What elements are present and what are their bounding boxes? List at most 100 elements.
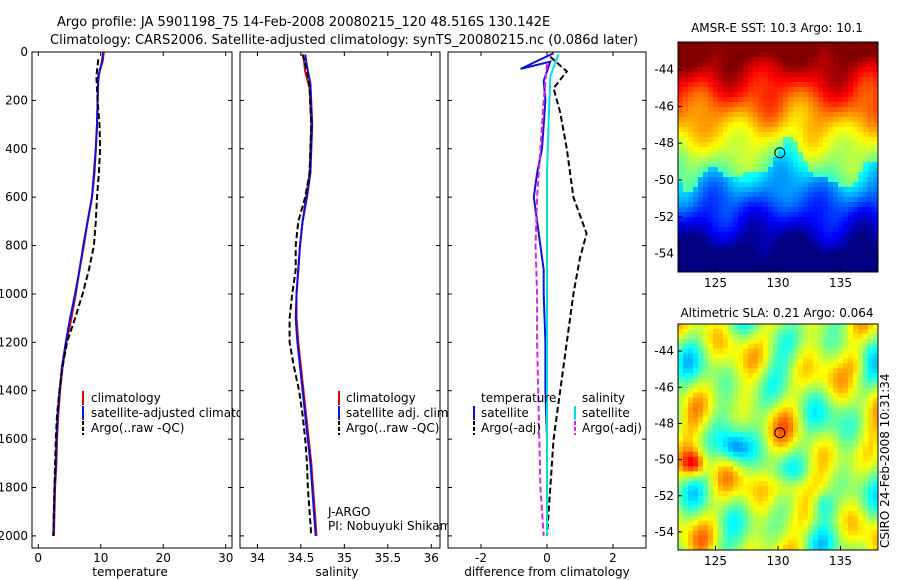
map-cell	[753, 446, 759, 453]
map-cell	[823, 137, 829, 143]
map-cell	[828, 237, 834, 243]
map-cell	[868, 363, 874, 369]
map-cell	[698, 530, 704, 536]
map-cell	[813, 267, 819, 273]
map-cell	[808, 227, 814, 233]
map-cell	[773, 382, 779, 389]
map-cell	[738, 338, 744, 345]
map-cell	[768, 412, 774, 418]
map-cell	[868, 72, 874, 78]
map-cell	[843, 237, 849, 243]
map-cell	[738, 417, 744, 423]
map-cell	[743, 397, 749, 404]
map-cell	[723, 427, 729, 433]
map-cell	[848, 545, 854, 551]
map-cell	[808, 392, 814, 399]
map-cell	[828, 358, 834, 364]
map-cell	[713, 476, 719, 482]
map-cell	[798, 57, 804, 63]
map-cell	[733, 227, 739, 233]
map-cell	[693, 338, 699, 345]
map-cell	[748, 72, 754, 78]
map-cell	[688, 343, 694, 349]
map-cell	[818, 107, 824, 113]
map-cell	[693, 441, 699, 448]
map-cell	[738, 427, 744, 433]
map-cell	[863, 232, 869, 238]
map-cell	[788, 495, 794, 502]
map-cell	[803, 515, 809, 521]
map-cell	[678, 252, 684, 258]
map-cell	[743, 152, 749, 158]
map-cell	[783, 481, 789, 487]
map-cell	[703, 257, 709, 263]
map-cell	[798, 87, 804, 93]
map-cell	[758, 102, 764, 108]
map-cell	[768, 242, 774, 248]
map-cell	[833, 247, 839, 253]
map-cell	[678, 343, 684, 349]
map-cell	[728, 437, 734, 443]
map-cell	[863, 202, 869, 208]
map-cell	[843, 232, 849, 238]
map-cell	[688, 222, 694, 228]
map-cell	[813, 486, 819, 492]
map-cell	[833, 102, 839, 108]
map-cell	[718, 363, 724, 369]
map-cell	[718, 142, 724, 148]
map-cell	[723, 147, 729, 153]
map-cell	[828, 197, 834, 203]
map-cell	[743, 456, 749, 462]
map-cell	[843, 142, 849, 148]
map-cell	[848, 392, 854, 399]
map-cell	[733, 222, 739, 228]
map-cell	[793, 77, 799, 83]
map-cell	[793, 237, 799, 243]
map-cell	[843, 437, 849, 443]
map-cell	[683, 348, 689, 354]
map-cell	[808, 247, 814, 253]
map-cell	[808, 147, 814, 153]
map-cell	[733, 378, 739, 384]
map-cell	[733, 481, 739, 487]
map-cell	[828, 112, 834, 118]
temperature-panel: 0 10 20 30 02004006008001000120014001600180…	[0, 45, 269, 579]
map-cell	[698, 92, 704, 98]
map-cell	[798, 545, 804, 551]
map-cell	[703, 520, 709, 526]
map-cell	[818, 446, 824, 453]
map-cell	[813, 52, 819, 58]
map-cell	[828, 378, 834, 384]
map-cell	[803, 407, 809, 413]
map-cell	[848, 52, 854, 58]
map-cell	[688, 112, 694, 118]
map-cell	[743, 495, 749, 502]
map-cell	[718, 437, 724, 443]
map-cell	[698, 57, 704, 63]
map-cell	[813, 107, 819, 113]
map-cell	[753, 392, 759, 399]
map-cell	[798, 167, 804, 173]
map-cell	[748, 212, 754, 218]
map-cell	[783, 392, 789, 399]
map-cell	[693, 262, 699, 268]
map-cell	[873, 378, 879, 384]
map-cell	[853, 107, 859, 113]
map-cell	[828, 520, 834, 526]
map-cell	[818, 328, 824, 335]
map-cell	[743, 177, 749, 183]
map-cell	[803, 500, 809, 507]
map-cell	[868, 461, 874, 467]
map-cell	[853, 182, 859, 188]
map-cell	[783, 72, 789, 78]
map-cell	[818, 530, 824, 536]
map-cell	[733, 333, 739, 340]
map-cell	[718, 510, 724, 517]
map-cell	[868, 540, 874, 546]
map-cell	[793, 545, 799, 551]
map-cell	[873, 167, 879, 173]
map-cell	[743, 182, 749, 188]
map-cell	[738, 197, 744, 203]
map-cell	[823, 343, 829, 349]
map-cell	[763, 227, 769, 233]
